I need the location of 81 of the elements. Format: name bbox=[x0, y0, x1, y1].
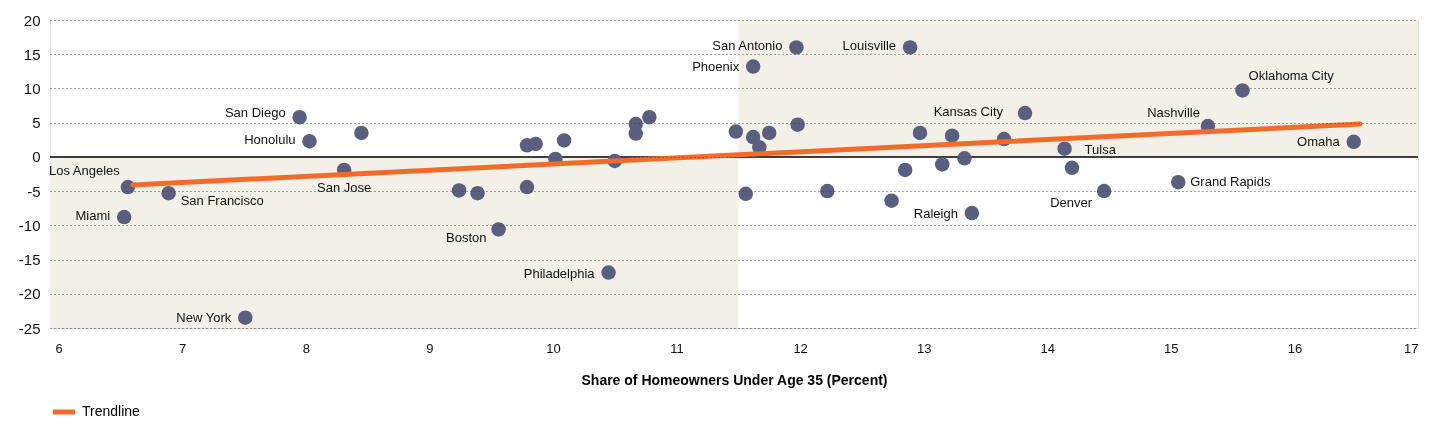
point bbox=[354, 125, 369, 141]
point bbox=[884, 193, 899, 208]
point bbox=[238, 310, 253, 325]
point bbox=[642, 109, 657, 125]
x-tick-label: 11 bbox=[670, 340, 684, 356]
y-tick-label: 0 bbox=[32, 148, 41, 166]
point bbox=[528, 136, 543, 152]
point bbox=[1346, 134, 1361, 150]
point bbox=[789, 40, 804, 55]
y-tick-label: -20 bbox=[18, 285, 41, 303]
point bbox=[912, 125, 928, 141]
point bbox=[1235, 83, 1250, 98]
point bbox=[934, 157, 950, 172]
annotation: Honolulu bbox=[244, 132, 296, 148]
y-tick-label: -10 bbox=[18, 216, 41, 234]
annotation: San Jose bbox=[317, 179, 372, 195]
legend-label: Trendline bbox=[82, 403, 141, 419]
y-tick-label: 10 bbox=[23, 79, 41, 97]
annotation: Los Angeles bbox=[49, 163, 121, 178]
point bbox=[1171, 174, 1186, 190]
annotation: Phoenix bbox=[692, 58, 740, 74]
x-axis-title: Share of Homeowners Under Age 35 (Percent) bbox=[581, 371, 888, 388]
y-tick-label: -5 bbox=[27, 182, 41, 200]
point bbox=[761, 125, 777, 141]
y-tick-label: -15 bbox=[18, 251, 41, 269]
x-tick-label: 10 bbox=[546, 340, 561, 356]
x-tick-label: 9 bbox=[426, 340, 434, 356]
point bbox=[470, 185, 485, 201]
annotation: Philadelphia bbox=[523, 265, 596, 281]
point bbox=[1057, 141, 1072, 156]
point bbox=[745, 59, 761, 74]
annotation: Boston bbox=[446, 230, 487, 246]
annotation: Miami bbox=[75, 208, 111, 224]
point bbox=[292, 109, 307, 125]
point bbox=[738, 186, 753, 202]
y-tick-label: -25 bbox=[18, 319, 41, 337]
point bbox=[302, 133, 317, 149]
annotation: Raleigh bbox=[913, 206, 958, 222]
point bbox=[1017, 105, 1033, 121]
annotation: San Diego bbox=[224, 105, 286, 121]
x-tick-label: 16 bbox=[1287, 340, 1303, 356]
y-tick-label: 5 bbox=[32, 114, 41, 132]
annotation: San Antonio bbox=[712, 38, 783, 54]
point bbox=[161, 185, 176, 201]
point bbox=[116, 209, 132, 225]
x-tick-label: 6 bbox=[55, 340, 63, 356]
point bbox=[519, 179, 535, 195]
x-tick-label: 17 bbox=[1404, 340, 1419, 356]
annotation: San Francisco bbox=[180, 193, 264, 209]
point bbox=[628, 126, 643, 141]
point bbox=[897, 162, 913, 178]
x-tick-label: 15 bbox=[1164, 340, 1179, 356]
point bbox=[491, 222, 506, 237]
annotation: Nashville bbox=[1147, 105, 1200, 121]
annotation: Grand Rapids bbox=[1190, 174, 1271, 190]
point bbox=[601, 265, 616, 280]
point bbox=[556, 133, 572, 148]
annotation: Louisville bbox=[842, 38, 897, 54]
point bbox=[728, 124, 744, 139]
x-tick-label: 8 bbox=[302, 340, 310, 356]
annotation: Tulsa bbox=[1084, 141, 1117, 157]
y-tick-label: 15 bbox=[23, 45, 41, 63]
point bbox=[964, 205, 980, 221]
point bbox=[1064, 160, 1080, 176]
x-tick-label: 7 bbox=[179, 340, 187, 356]
annotation: Omaha bbox=[1297, 133, 1341, 149]
point bbox=[820, 183, 835, 199]
annotation: New York bbox=[176, 309, 232, 325]
x-tick-label: 13 bbox=[916, 340, 932, 356]
annotation: Oklahoma City bbox=[1248, 68, 1335, 84]
point bbox=[957, 151, 972, 166]
point bbox=[451, 183, 467, 198]
x-tick-label: 12 bbox=[793, 340, 808, 356]
x-tick-label: 14 bbox=[1040, 340, 1055, 356]
annotation: Denver bbox=[1050, 195, 1093, 211]
point bbox=[944, 128, 960, 143]
y-tick-label: 20 bbox=[23, 11, 41, 29]
point bbox=[902, 40, 918, 55]
point bbox=[1096, 183, 1112, 199]
annotation: Kansas City bbox=[933, 104, 1004, 120]
point bbox=[790, 117, 805, 132]
